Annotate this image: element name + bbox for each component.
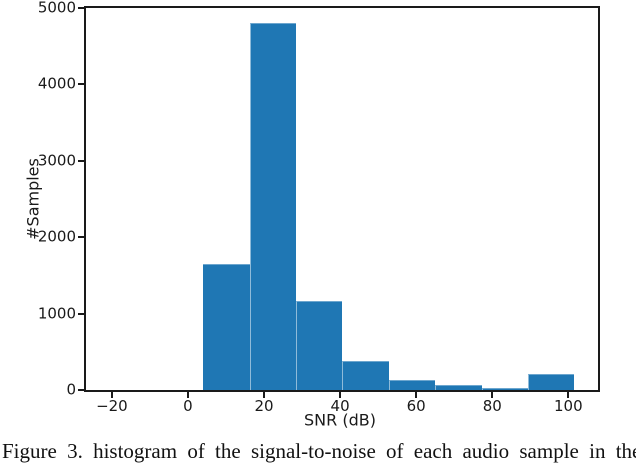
- y-tick-mark: [78, 159, 84, 162]
- histogram-bars-container: −20 0 20 40 60 80 100 0 1000 2000 3000 4000 5000: [38, 0, 598, 414]
- x-tick-mark: [415, 392, 418, 398]
- y-tick-label: 0: [66, 380, 76, 399]
- y-axis-label: #Samples: [23, 158, 43, 240]
- y-tick-mark: [78, 7, 84, 9]
- histogram-bar: [481, 387, 528, 390]
- y-tick-mark: [78, 312, 84, 315]
- y-tick-label: 5000: [37, 0, 76, 17]
- y-tick-label: 2000: [37, 227, 76, 246]
- y-tick-label: 3000: [37, 151, 76, 170]
- x-tick-label: 80: [482, 397, 502, 415]
- histogram-bar: [249, 23, 296, 390]
- histogram-bar: [296, 301, 343, 390]
- x-tick-mark: [567, 392, 570, 398]
- y-tick-label: 4000: [37, 74, 76, 93]
- x-tick-mark: [339, 392, 342, 398]
- x-tick-mark: [263, 392, 265, 398]
- histogram-bar: [342, 361, 389, 390]
- histogram-bar: [435, 384, 482, 390]
- x-tick-label: −20: [96, 397, 128, 415]
- figure-caption: Figure 3. histogram of the signal-to-noi…: [2, 439, 636, 463]
- y-tick-label: 1000: [37, 304, 76, 323]
- histogram-bar: [528, 373, 575, 390]
- x-axis-label: SNR (dB): [304, 410, 376, 430]
- histogram-bar: [388, 379, 436, 390]
- x-tick-label: 40: [330, 397, 350, 415]
- x-tick-mark: [491, 392, 494, 398]
- x-tick-label: 0: [183, 397, 193, 415]
- y-tick-mark: [78, 389, 84, 391]
- y-tick-mark: [78, 83, 84, 86]
- x-tick-label: 20: [254, 397, 274, 415]
- y-tick-mark: [78, 236, 84, 239]
- x-tick-mark: [186, 392, 189, 398]
- histogram-bar: [203, 263, 250, 390]
- x-tick-mark: [110, 392, 113, 398]
- plot-area: −20 0 20 40 60 80 100 0 1000 2000 3000 4000 5000: [38, 0, 600, 414]
- x-tick-label: 100: [553, 397, 583, 415]
- x-tick-label: 60: [406, 397, 426, 415]
